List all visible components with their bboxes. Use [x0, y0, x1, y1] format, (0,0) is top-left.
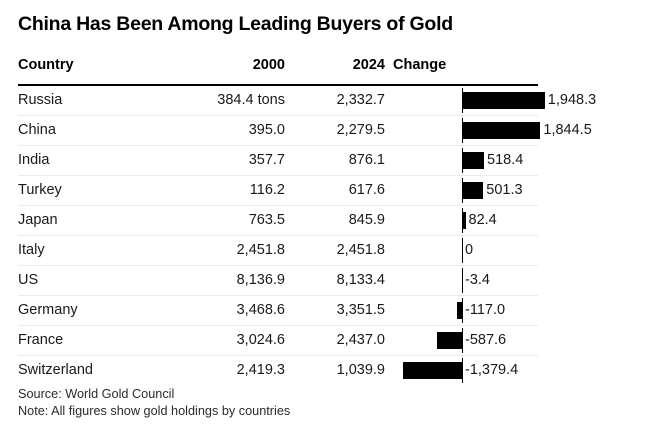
change-bar: [462, 122, 541, 139]
table-row: Italy 2,451.8 2,451.8 0: [18, 236, 538, 266]
cell-2024: 2,279.5: [336, 122, 385, 138]
table-header-row: Country 2000 2024 Change: [0, 57, 650, 86]
cell-2024: 876.1: [348, 152, 385, 168]
change-value-label: 1,844.5: [543, 122, 592, 138]
cell-country: US: [18, 272, 39, 288]
change-value-label: -3.4: [465, 272, 490, 288]
cell-country: India: [18, 152, 50, 168]
cell-2000: 3,468.6: [236, 302, 285, 318]
cell-2000: 384.4 tons: [217, 92, 285, 108]
cell-2000: 357.7: [248, 152, 285, 168]
table-row: Germany 3,468.6 3,351.5 -117.0: [18, 296, 538, 326]
change-value-label: -117.0: [465, 302, 506, 318]
change-bar: [403, 362, 462, 379]
cell-2000: 2,419.3: [236, 362, 285, 378]
change-value-label: 82.4: [468, 212, 497, 228]
change-bar: [462, 182, 484, 199]
cell-2000: 763.5: [248, 212, 285, 228]
cell-change-bar: -587.6: [396, 326, 538, 355]
cell-change-bar: 501.3: [396, 176, 538, 205]
cell-2000: 395.0: [248, 122, 285, 138]
change-value-label: -1,379.4: [465, 362, 519, 378]
cell-country: China: [18, 122, 56, 138]
cell-2000: 8,136.9: [236, 272, 285, 288]
footnotes: Source: World Gold Council Note: All fig…: [18, 386, 290, 419]
cell-2024: 2,451.8: [336, 242, 385, 258]
cell-2024: 1,039.9: [336, 362, 385, 378]
change-value-label: 518.4: [487, 152, 524, 168]
cell-change-bar: -3.4: [396, 266, 538, 295]
cell-2024: 2,332.7: [336, 92, 385, 108]
cell-change-bar: -1,379.4: [396, 356, 538, 385]
table-row: Turkey 116.2 617.6 501.3: [18, 176, 538, 206]
cell-change-bar: -117.0: [396, 296, 538, 325]
chart-title: China Has Been Among Leading Buyers of G…: [18, 13, 453, 35]
cell-2000: 2,451.8: [236, 242, 285, 258]
table-row: France 3,024.6 2,437.0 -587.6: [18, 326, 538, 356]
change-value-label: 1,948.3: [547, 92, 597, 108]
zero-baseline: [462, 328, 464, 353]
change-value-label: 0: [465, 242, 474, 258]
change-bar: [462, 152, 485, 169]
column-header-country: Country: [18, 57, 74, 73]
change-bar: [437, 332, 462, 349]
cell-2024: 3,351.5: [336, 302, 385, 318]
column-header-2024: 2024: [352, 57, 385, 73]
cell-country: Italy: [18, 242, 45, 258]
table-row: Japan 763.5 845.9 82.4: [18, 206, 538, 236]
cell-change-bar: 1,844.5: [396, 116, 592, 145]
change-value-label: -587.6: [465, 332, 507, 348]
cell-country: Turkey: [18, 182, 62, 198]
change-bar: [462, 92, 545, 109]
table-row: India 357.7 876.1 518.4: [18, 146, 538, 176]
cell-country: Japan: [18, 212, 58, 228]
cell-2024: 8,133.4: [336, 272, 385, 288]
cell-2024: 2,437.0: [336, 332, 385, 348]
table-body: Russia 384.4 tons 2,332.7 1,948.3 China 395.0…: [0, 86, 650, 385]
cell-country: Switzerland: [18, 362, 93, 378]
cell-2024: 617.6: [348, 182, 385, 198]
zero-baseline: [462, 268, 464, 293]
cell-2024: 845.9: [348, 212, 385, 228]
zero-baseline: [462, 358, 464, 383]
cell-change-bar: 82.4: [396, 206, 538, 235]
cell-country: Russia: [18, 92, 63, 108]
table-row: Russia 384.4 tons 2,332.7 1,948.3: [18, 86, 596, 116]
cell-2000: 116.2: [249, 182, 285, 198]
data-table: Country 2000 2024 Change Russia 384.4 ton…: [0, 57, 650, 383]
cell-country: France: [18, 332, 64, 348]
cell-2000: 3,024.6: [236, 332, 285, 348]
change-bar: [457, 302, 462, 319]
zero-baseline: [462, 238, 464, 263]
zero-baseline: [462, 298, 464, 323]
column-header-2000: 2000: [252, 57, 285, 73]
cell-change-bar: 518.4: [396, 146, 538, 175]
source-note: Source: World Gold Council: [18, 387, 175, 401]
change-value-label: 501.3: [486, 182, 523, 198]
cell-country: Germany: [18, 302, 78, 318]
change-bar: [462, 212, 466, 229]
methodology-note: Note: All figures show gold holdings by …: [18, 403, 291, 418]
header-rule: [18, 84, 538, 86]
cell-change-bar: 0: [396, 236, 538, 265]
table-row: China 395.0 2,279.5 1,844.5: [18, 116, 592, 146]
column-header-change: Change: [393, 57, 447, 73]
cell-change-bar: 1,948.3: [396, 86, 596, 115]
table-row: US 8,136.9 8,133.4 -3.4: [18, 266, 538, 296]
table-row: Switzerland 2,419.3 1,039.9 -1,379.4: [18, 356, 538, 385]
